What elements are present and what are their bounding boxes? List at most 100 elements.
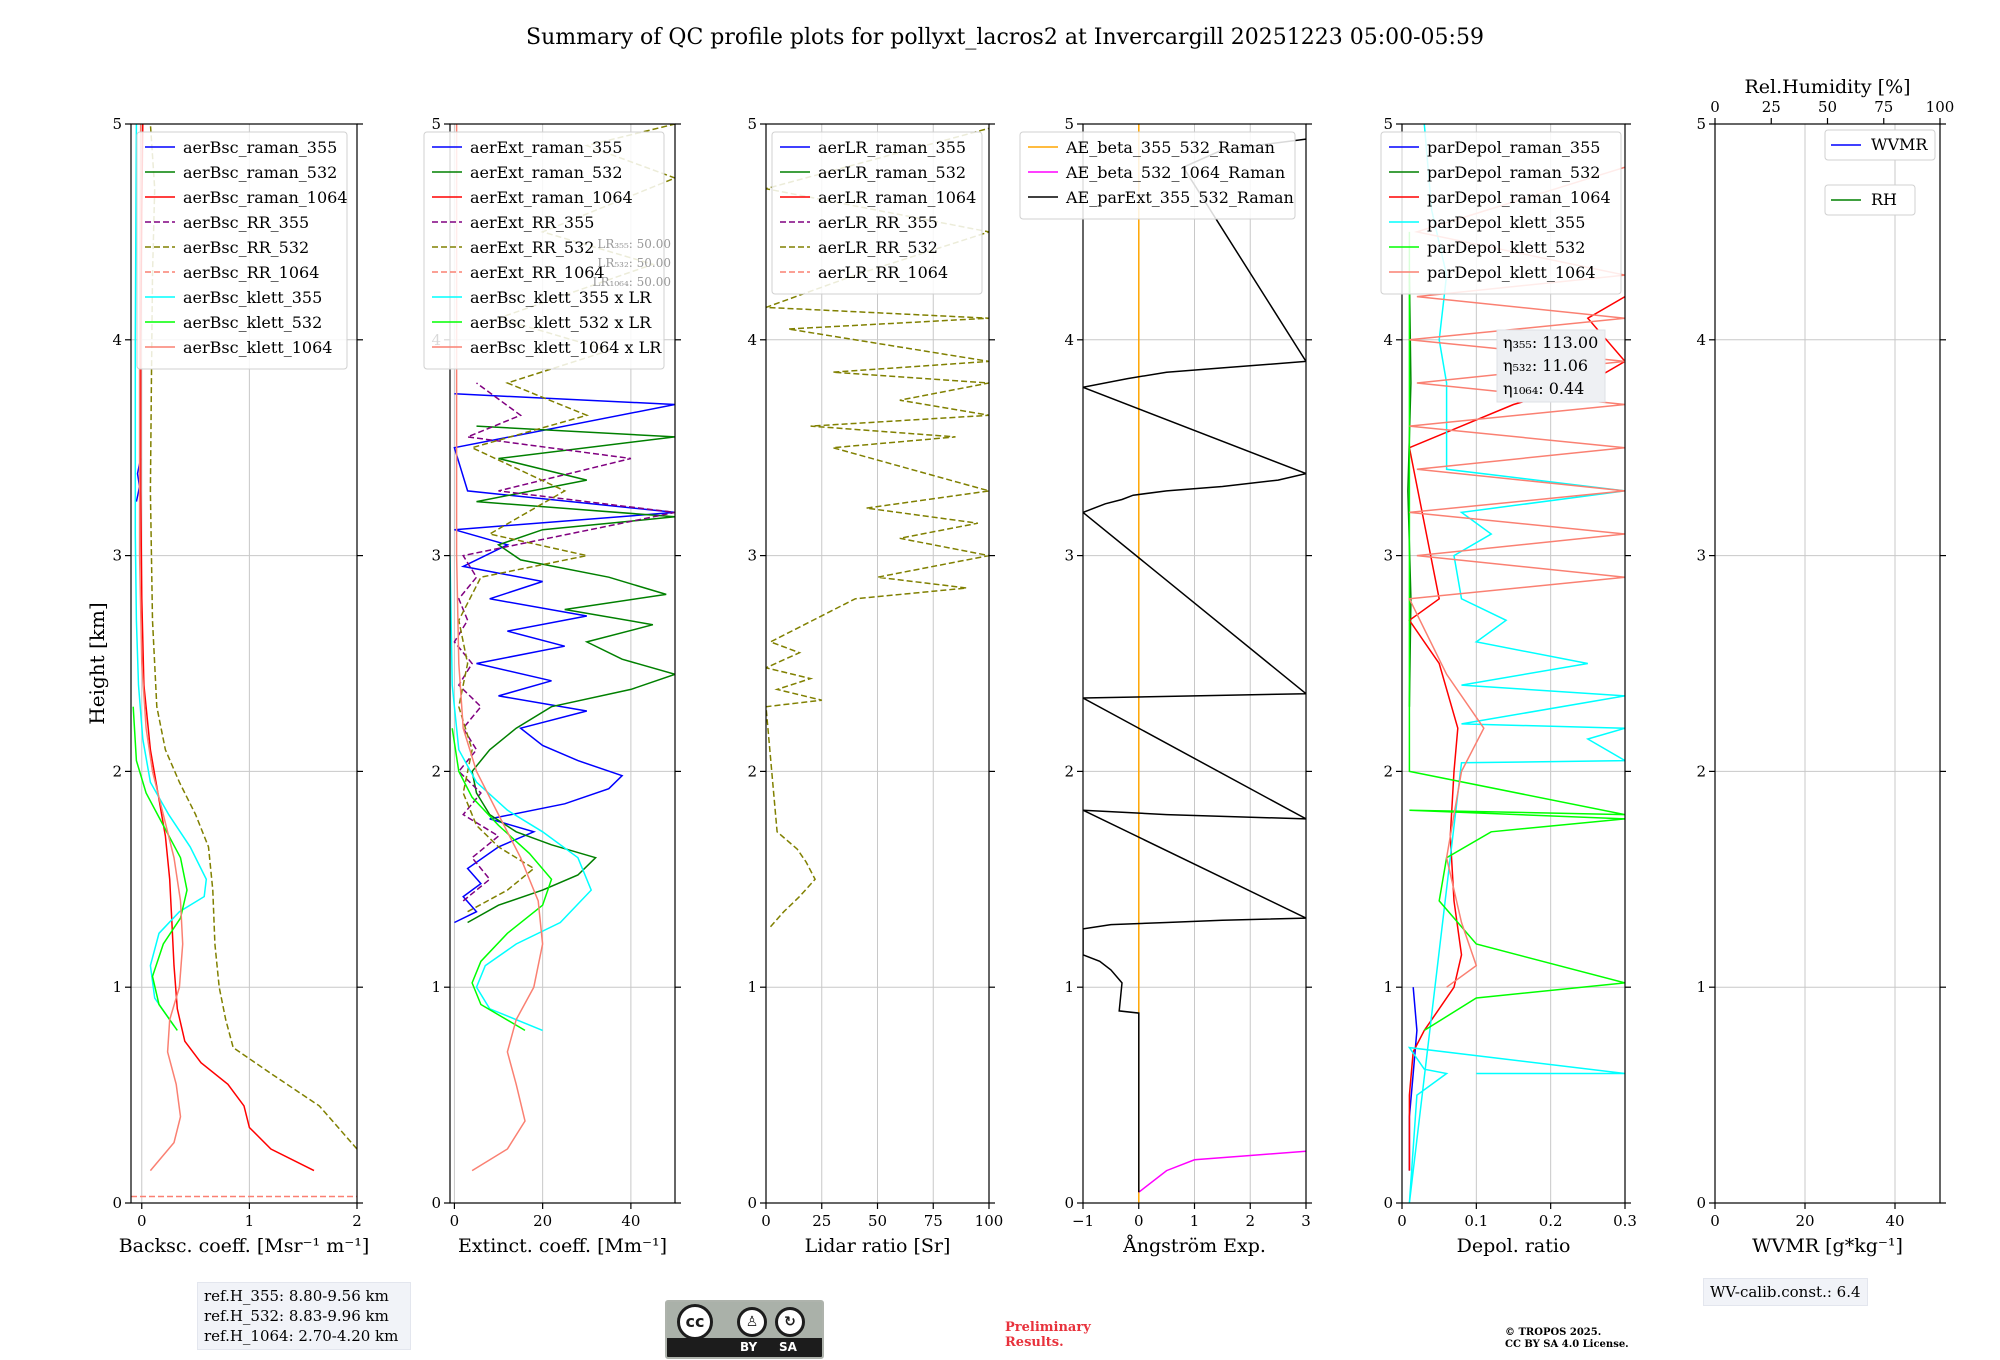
legend-label: parDepol_klett_355 bbox=[1427, 213, 1585, 232]
x-tick-label: 0.2 bbox=[1539, 1212, 1563, 1230]
legend-frame bbox=[1380, 131, 1622, 295]
x-tick-label: 75 bbox=[924, 1212, 943, 1230]
eta-annotation: η₃₅₅: 113.00 bbox=[1503, 333, 1598, 352]
legend-label: aerExt_raman_1064 bbox=[470, 188, 633, 207]
legend-label: aerBsc_RR_532 bbox=[183, 238, 309, 257]
legend-label: parDepol_klett_532 bbox=[1427, 238, 1585, 257]
x-tick-label: 100 bbox=[975, 1212, 1004, 1230]
legend: aerExt_raman_355 aerExt_raman_532 aerExt_r… bbox=[423, 131, 665, 370]
y-tick-label: 3 bbox=[112, 547, 122, 565]
axes-frame bbox=[449, 123, 676, 1204]
y-tick-label: 3 bbox=[747, 547, 757, 565]
y-tick-label: 2 bbox=[112, 762, 122, 780]
wv-calib-box: WV-calib.const.: 6.4 bbox=[1703, 1278, 1868, 1306]
series-line-parDepol_klett_532 bbox=[1408, 231, 1625, 1032]
legend-label: aerBsc_klett_355 x LR bbox=[470, 288, 652, 307]
x-tick-label: 20 bbox=[533, 1212, 552, 1230]
legend-label: WVMR bbox=[1871, 135, 1928, 154]
legend-frame bbox=[136, 131, 348, 370]
x-tick-label: 2 bbox=[352, 1212, 362, 1230]
legend-label: aerExt_RR_1064 bbox=[470, 263, 605, 282]
y-tick-label: 0 bbox=[747, 1194, 757, 1212]
legend-label: aerBsc_klett_355 bbox=[183, 288, 322, 307]
cc-license-badge: cc ♙ ↻ BY SA bbox=[665, 1300, 824, 1359]
legend-label: AE_parExt_355_532_Raman bbox=[1065, 188, 1294, 207]
series-line-parDepol_klett_355 bbox=[1407, 124, 1625, 1203]
y-tick-label: 2 bbox=[1696, 762, 1706, 780]
copyright-note: © TROPOS 2025. CC BY SA 4.0 License. bbox=[1505, 1327, 1629, 1350]
x-tick-label: 0.3 bbox=[1613, 1212, 1637, 1230]
y-tick-label: 3 bbox=[1064, 547, 1074, 565]
legend: AE_beta_355_532_Raman AE_beta_532_1064_Ra… bbox=[1019, 131, 1296, 220]
y-tick-label: 1 bbox=[1696, 978, 1706, 996]
series-group bbox=[766, 127, 989, 928]
y-tick-label: 5 bbox=[431, 115, 441, 133]
top-tick-label: 75 bbox=[1874, 98, 1893, 116]
legend-label: AE_beta_532_1064_Raman bbox=[1065, 163, 1285, 182]
axes-frame bbox=[1401, 123, 1626, 1204]
legend-frame bbox=[1824, 129, 1936, 161]
series-group bbox=[1083, 124, 1306, 1203]
legend-label: aerLR_raman_1064 bbox=[818, 188, 976, 207]
series-line-AE_beta_532_1064_Raman bbox=[1138, 1150, 1306, 1193]
figure-title: Summary of QC profile plots for pollyxt_… bbox=[526, 25, 1484, 50]
series-line-aerBsc_klett_355 bbox=[134, 124, 208, 1027]
series-line-aerBsc_klett_532 x LR bbox=[451, 728, 553, 1032]
legend-label: aerLR_RR_1064 bbox=[818, 263, 948, 282]
legend-label: parDepol_raman_532 bbox=[1427, 163, 1600, 182]
x-tick-label: 0 bbox=[450, 1212, 460, 1230]
panel-5: 0 0.1 0.2 0.3 0 1 2 3 4 5 Depol. ratio parDepol_ram… bbox=[1380, 115, 1637, 1257]
y-tick-label: 4 bbox=[112, 331, 122, 349]
y-tick-label: 5 bbox=[1696, 115, 1706, 133]
preliminary-note: Preliminary Results. bbox=[1005, 1320, 1091, 1350]
x-tick-label: 40 bbox=[1885, 1212, 1904, 1230]
y-tick-label: 0 bbox=[1064, 1194, 1074, 1212]
x-tick-label: 50 bbox=[868, 1212, 887, 1230]
series-line-aerBsc_klett_1064 bbox=[138, 124, 184, 1172]
legend-box: RH bbox=[1824, 184, 1916, 216]
legend-label: RH bbox=[1871, 190, 1897, 209]
y-tick-label: 3 bbox=[431, 547, 441, 565]
top-tick-label: 25 bbox=[1762, 98, 1781, 116]
x-axis-label: Depol. ratio bbox=[1457, 1235, 1571, 1257]
legend-label: aerBsc_klett_532 bbox=[183, 313, 322, 332]
y-tick-label: 4 bbox=[1696, 331, 1706, 349]
cc-logo-icon: cc bbox=[677, 1304, 713, 1340]
legend-label: aerLR_raman_532 bbox=[818, 163, 966, 182]
x-tick-label: 2 bbox=[1245, 1212, 1255, 1230]
lr-annotation: LR₃₅₅: 50.00 bbox=[597, 237, 671, 251]
legend-frame bbox=[1824, 184, 1916, 216]
series-line-aerLR_RR_532 bbox=[766, 127, 989, 928]
legend-frame bbox=[423, 131, 665, 370]
series-line-aerBsc_RR_532 bbox=[149, 124, 357, 1150]
y-tick-label: 5 bbox=[1064, 115, 1074, 133]
legend-label: aerBsc_RR_355 bbox=[183, 213, 309, 232]
x-tick-label: 1 bbox=[1190, 1212, 1200, 1230]
x-tick-label: 3 bbox=[1301, 1212, 1311, 1230]
x-axis-label: Extinct. coeff. [Mm⁻¹] bbox=[458, 1235, 667, 1257]
panel-2: 02040012345Extinct. coeff. [Mm⁻¹]aerExt_… bbox=[423, 115, 681, 1257]
annotation-box: η₃₅₅: 113.00 η₅₃₂: 11.06 η₁₀₆₄: 0.44 bbox=[1496, 329, 1606, 403]
y-tick-label: 1 bbox=[431, 978, 441, 996]
y-tick-label: 4 bbox=[1064, 331, 1074, 349]
x-axis-label: WVMR [g*kg⁻¹] bbox=[1752, 1235, 1903, 1257]
x-tick-label: 0 bbox=[1710, 1212, 1720, 1230]
eta-annotation: η₁₀₆₄: 0.44 bbox=[1503, 379, 1584, 398]
legend-label: aerExt_raman_355 bbox=[470, 138, 623, 157]
y-tick-label: 5 bbox=[112, 115, 122, 133]
ref-height-355: ref.H_355: 8.80-9.56 km bbox=[204, 1287, 389, 1305]
series-line-aerExt_raman_532 bbox=[467, 425, 675, 924]
sa-share-icon: ↻ bbox=[775, 1307, 805, 1337]
y-tick-label: 0 bbox=[431, 1194, 441, 1212]
series-line-aerExt_raman_355 bbox=[453, 393, 675, 924]
y-tick-label: 2 bbox=[1383, 762, 1393, 780]
series-group bbox=[131, 124, 357, 1198]
y-tick-label: 0 bbox=[1696, 1194, 1706, 1212]
cc-sa-label: SA bbox=[779, 1340, 797, 1354]
y-axis-label: Height [km] bbox=[85, 602, 109, 724]
series-line-AE_parExt_355_532_Raman bbox=[1083, 138, 1306, 1193]
annotation-box: LR₃₅₅: 50.00 LR₅₃₂: 50.00 LR₁₀₆₄: 50.00 bbox=[593, 237, 671, 289]
series-line-aerBsc_klett_532 bbox=[132, 706, 188, 1031]
legend-label: parDepol_raman_355 bbox=[1427, 138, 1600, 157]
eta-annotation: η₅₃₂: 11.06 bbox=[1503, 356, 1588, 375]
